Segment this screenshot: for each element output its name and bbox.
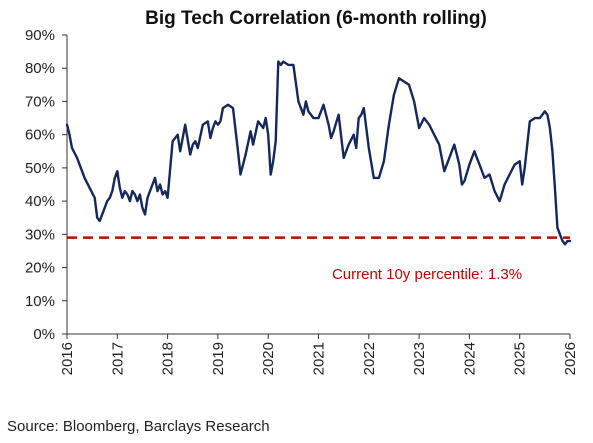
x-tick-label: 2018	[160, 342, 177, 375]
y-tick-label: 50%	[25, 160, 55, 177]
x-tick-label: 2022	[361, 342, 378, 375]
y-tick-label: 90%	[25, 27, 55, 44]
y-tick-label: 30%	[25, 226, 55, 243]
percentile-annotation: Current 10y percentile: 1.3%	[332, 266, 522, 283]
y-tick-label: 0%	[33, 326, 55, 343]
series-group	[65, 60, 572, 246]
source-note: Source: Bloomberg, Barclays Research	[7, 418, 270, 435]
y-tick-label: 60%	[25, 127, 55, 144]
y-tick-label: 20%	[25, 260, 55, 277]
x-tick-label: 2026	[562, 342, 579, 375]
x-tick-label: 2019	[210, 342, 227, 375]
x-axis: 2016 2017 2018 2019 2020 2021 2022 2023 2024 2025…	[59, 333, 579, 375]
x-tick-label: 2020	[260, 342, 277, 375]
y-tick-label: 40%	[25, 193, 55, 210]
y-axis: 0% 10% 20% 30% 40% 50% 60% 70% 80% 90%	[25, 27, 68, 343]
x-tick-label: 2017	[109, 342, 126, 375]
correlation-line	[65, 60, 572, 246]
y-tick-label: 10%	[25, 293, 55, 310]
x-tick-label: 2016	[59, 342, 76, 375]
x-tick-label: 2021	[311, 342, 328, 375]
x-tick-label: 2023	[411, 342, 428, 375]
x-tick-label: 2025	[512, 342, 529, 375]
chart-title: Big Tech Correlation (6-month rolling)	[145, 8, 487, 29]
y-tick-label: 80%	[25, 60, 55, 77]
x-tick-label: 2024	[461, 342, 478, 375]
y-tick-label: 70%	[25, 93, 55, 110]
